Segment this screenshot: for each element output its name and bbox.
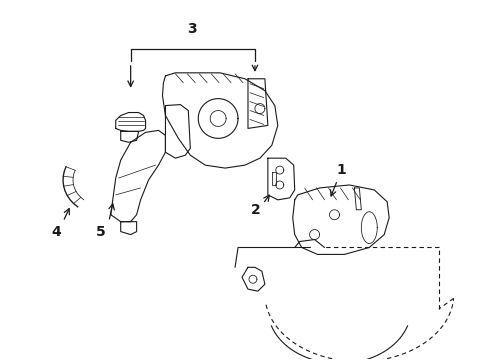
Text: 4: 4 <box>51 225 61 239</box>
Text: 1: 1 <box>336 163 346 177</box>
Text: 3: 3 <box>187 22 197 36</box>
Text: 2: 2 <box>250 203 260 217</box>
Text: 5: 5 <box>96 225 105 239</box>
